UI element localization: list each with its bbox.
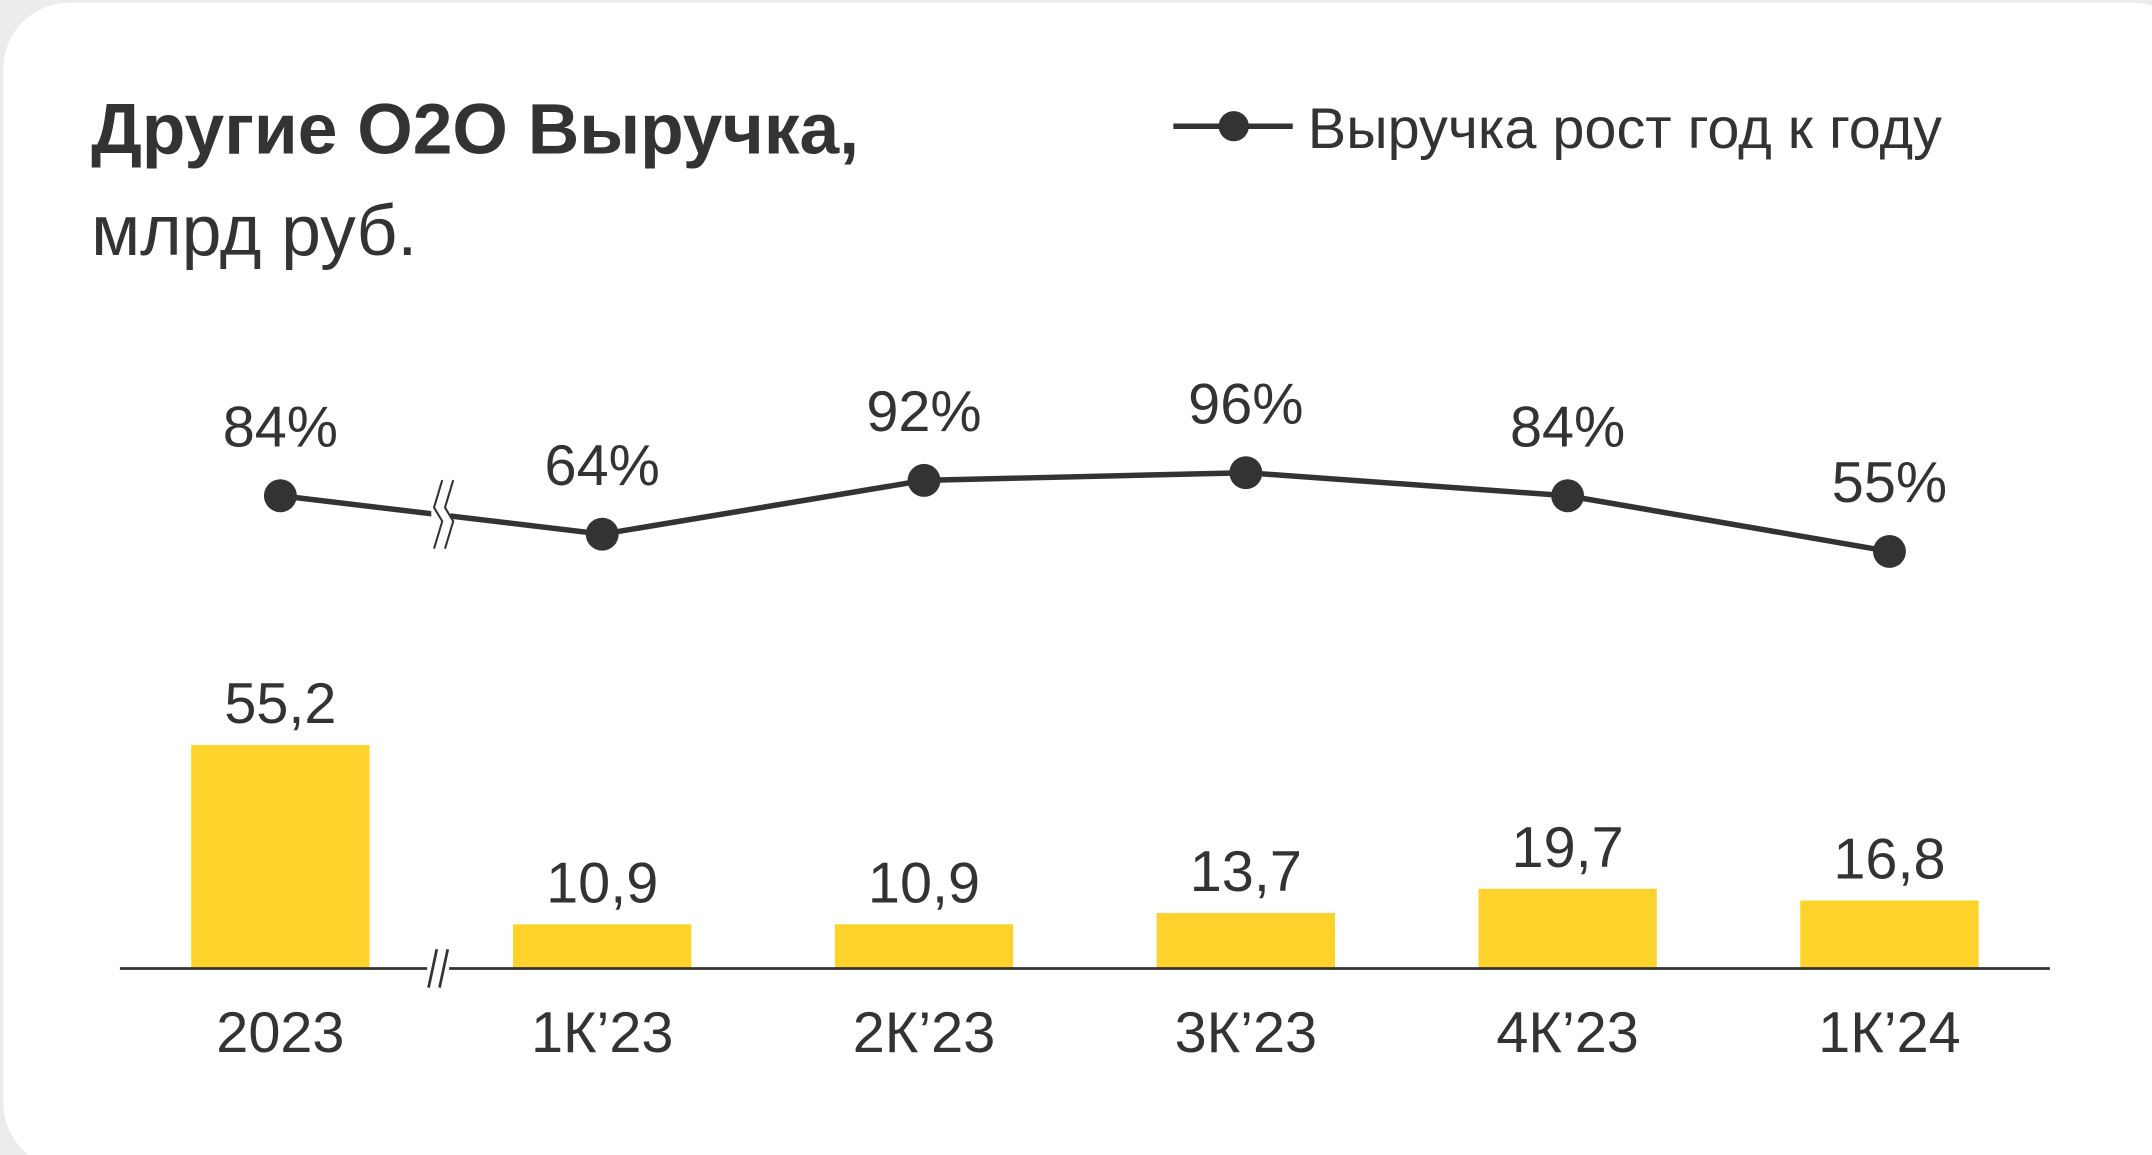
line-marker xyxy=(1551,479,1585,513)
legend-marker xyxy=(1218,111,1249,142)
card xyxy=(3,2,2152,1155)
bar-value-label: 19,7 xyxy=(1512,816,1624,880)
x-tick-label: 2К’23 xyxy=(853,1001,995,1065)
bar xyxy=(834,924,1014,969)
x-tick-label: 1К’24 xyxy=(1818,1001,1960,1065)
line xyxy=(280,469,1890,555)
bar xyxy=(1478,888,1657,969)
line-break xyxy=(432,479,455,549)
bar xyxy=(1156,913,1335,969)
line-value-label: 92% xyxy=(866,380,981,444)
bar xyxy=(513,924,692,969)
line-value-label: 96% xyxy=(1188,372,1303,436)
x-tick-label: 3К’23 xyxy=(1175,1001,1317,1065)
line-value-label: 84% xyxy=(223,395,338,459)
chart-subtitle: млрд руб. xyxy=(91,191,417,271)
line-marker xyxy=(1872,534,1906,568)
line-marker xyxy=(1229,456,1263,490)
bar-value-label: 16,8 xyxy=(1833,828,1945,892)
x-tick-label: 4К’23 xyxy=(1496,1001,1638,1065)
axis-break-gap xyxy=(427,946,450,991)
line-marker xyxy=(907,463,941,497)
plot: 55,2 10,9 10,9 13,7 19,7 16,8 84% 64% 92% 96% 84% 5… xyxy=(191,372,1979,1065)
bar-value-label: 10,9 xyxy=(868,851,980,915)
chart-title: Другие О2О Выручка, xyxy=(91,90,859,170)
line-value-label: 55% xyxy=(1832,451,1947,515)
line-marker xyxy=(585,517,619,551)
bar-value-label: 13,7 xyxy=(1190,840,1302,904)
legend-label: Выручка рост год к году xyxy=(1308,97,1942,161)
axis-break xyxy=(427,948,450,988)
line-value-label: 64% xyxy=(545,434,660,498)
bar xyxy=(1800,900,1979,969)
line-value-label: 84% xyxy=(1510,395,1625,459)
x-tick-label: 1К’23 xyxy=(531,1001,673,1065)
bar-value-label: 55,2 xyxy=(224,672,336,736)
bar-value-label: 10,9 xyxy=(546,851,658,915)
line-marker xyxy=(263,479,297,513)
bar xyxy=(191,745,370,969)
x-tick-label: 2023 xyxy=(216,1001,344,1065)
